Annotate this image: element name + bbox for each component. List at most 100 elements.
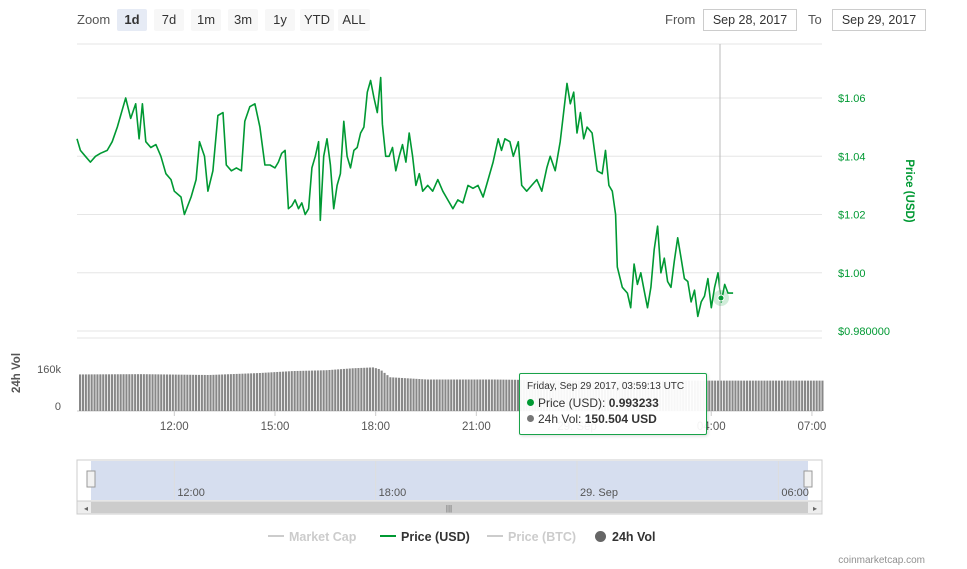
- volume-bar: [482, 379, 485, 411]
- volume-bar: [479, 379, 482, 411]
- volume-bar: [215, 374, 218, 411]
- volume-bar: [400, 377, 403, 411]
- volume-bar: [192, 374, 195, 411]
- volume-bar: [496, 379, 499, 411]
- legend-24h-vol[interactable]: 24h Vol: [595, 530, 656, 544]
- volume-bar: [160, 374, 163, 411]
- zoom-1m-button[interactable]: 1m: [191, 9, 221, 31]
- legend-price-btc[interactable]: Price (BTC): [487, 530, 576, 544]
- navigator-right-handle[interactable]: [803, 470, 813, 488]
- volume-bar: [229, 374, 232, 411]
- volume-bar: [737, 380, 740, 411]
- zoom-label: Zoom: [77, 12, 111, 27]
- credits-link[interactable]: coinmarketcap.com: [838, 555, 925, 566]
- volume-bar: [801, 380, 804, 411]
- volume-bar: [209, 374, 212, 411]
- volume-bar: [717, 380, 720, 411]
- navigator-selected-range[interactable]: [91, 461, 808, 500]
- volume-bar: [786, 380, 789, 411]
- legend-market-cap[interactable]: Market Cap: [268, 530, 356, 544]
- navigator[interactable]: 12:00 18:00 29. Sep 06:00 ◂ ▸ |||: [76, 459, 823, 515]
- volume-bar: [296, 370, 299, 411]
- volume-bar: [751, 380, 754, 411]
- zoom-1d-button[interactable]: 1d: [117, 9, 147, 31]
- from-label: From: [665, 12, 696, 27]
- volume-bar: [369, 367, 372, 411]
- volume-bar: [806, 380, 809, 411]
- volume-bar: [734, 380, 737, 411]
- volume-bar: [308, 370, 311, 411]
- volume-bar: [415, 378, 418, 411]
- volume-bar: [235, 373, 238, 411]
- volume-bar: [264, 372, 267, 411]
- volume-bar: [212, 374, 215, 411]
- navigator-left-handle[interactable]: [86, 470, 96, 488]
- volume-bar: [789, 380, 792, 411]
- volume-bar: [508, 379, 511, 411]
- volume-bar: [203, 374, 206, 411]
- volume-bar: [87, 374, 90, 411]
- volume-bar: [334, 369, 337, 411]
- volume-bar: [258, 372, 261, 411]
- volume-bar: [284, 371, 287, 411]
- zoom-3m-button[interactable]: 3m: [228, 9, 258, 31]
- volume-bar: [429, 379, 432, 411]
- volume-bar: [102, 374, 105, 411]
- volume-bar: [174, 374, 177, 411]
- x-tick-label: 12:00: [160, 421, 189, 433]
- volume-bar: [142, 374, 145, 411]
- from-date-input[interactable]: [703, 9, 797, 31]
- volume-bar: [171, 374, 174, 411]
- volume-bar: [371, 367, 374, 411]
- navigator-ticks: 12:00 18:00 29. Sep 06:00: [173, 461, 809, 500]
- volume-bar: [783, 380, 786, 411]
- volume-bar: [412, 378, 415, 411]
- volume-bar: [247, 373, 250, 411]
- volume-bar: [342, 368, 345, 411]
- volume-bar: [363, 367, 366, 411]
- volume-bar: [386, 375, 389, 411]
- volume-bar: [90, 374, 93, 411]
- tooltip-volume-row: 24h Vol: 150.504 USD: [527, 412, 657, 426]
- volume-bar: [708, 380, 711, 411]
- price-usd-line-icon: [380, 535, 396, 537]
- volume-tick-160k: 160k: [37, 364, 61, 376]
- volume-bar: [311, 370, 314, 411]
- zoom-1y-button[interactable]: 1y: [265, 9, 295, 31]
- volume-bar: [470, 379, 473, 411]
- volume-bar: [293, 371, 296, 411]
- volume-bar: [731, 380, 734, 411]
- volume-bar: [221, 374, 224, 411]
- volume-bar: [79, 374, 82, 411]
- volume-bar: [435, 379, 438, 411]
- volume-bar: [374, 368, 377, 411]
- volume-bar: [119, 374, 122, 411]
- zoom-ytd-button[interactable]: YTD: [300, 9, 334, 31]
- volume-bar: [516, 379, 519, 411]
- zoom-all-button[interactable]: ALL: [338, 9, 370, 31]
- volume-bar: [186, 374, 189, 411]
- to-date-input[interactable]: [832, 9, 926, 31]
- zoom-7d-button[interactable]: 7d: [154, 9, 184, 31]
- scroll-left-arrow-icon[interactable]: ◂: [84, 504, 88, 513]
- volume-bar: [313, 370, 316, 411]
- volume-bar: [337, 369, 340, 411]
- volume-bar: [366, 367, 369, 411]
- volume-bar: [322, 370, 325, 411]
- volume-bar: [450, 379, 453, 411]
- volume-bar: [821, 380, 824, 411]
- volume-bar: [360, 367, 363, 411]
- volume-bar: [200, 374, 203, 411]
- volume-bar: [490, 379, 493, 411]
- scroll-right-arrow-icon[interactable]: ▸: [813, 504, 817, 513]
- volume-bar: [206, 374, 209, 411]
- legend-price-usd[interactable]: Price (USD): [380, 530, 470, 544]
- volume-bar: [722, 380, 725, 411]
- volume-bar: [116, 374, 119, 411]
- volume-bar: [456, 379, 459, 411]
- volume-bar: [467, 379, 470, 411]
- navigator-scrollbar-thumb[interactable]: [91, 502, 808, 513]
- volume-bar: [96, 374, 99, 411]
